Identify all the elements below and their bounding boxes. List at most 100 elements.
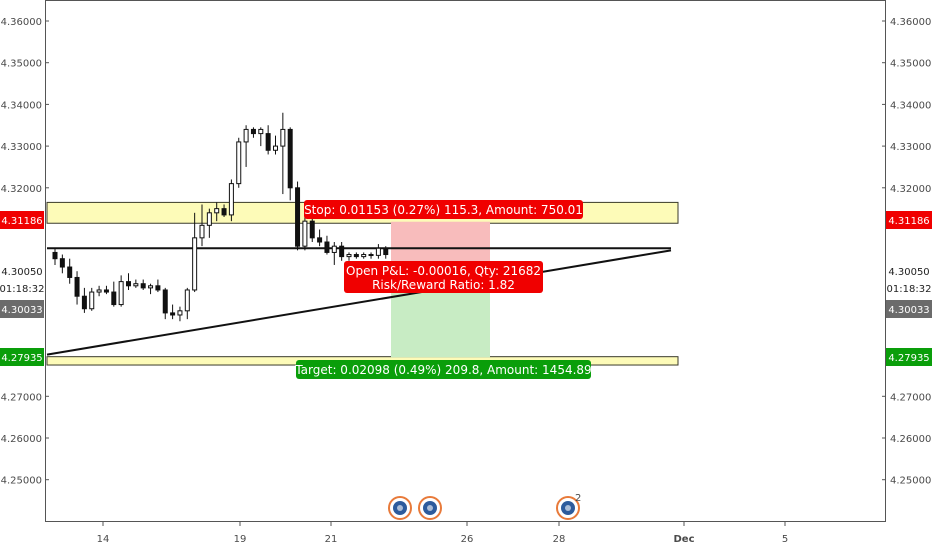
candle-body — [287, 128, 293, 189]
x-tick-label: 19 — [234, 534, 247, 545]
candle-body — [140, 283, 146, 289]
candle-body — [221, 208, 227, 216]
candle-body — [148, 285, 154, 289]
candle-body — [177, 310, 183, 316]
candle-body — [295, 187, 301, 247]
candle-body — [199, 224, 205, 239]
x-tick-label: 5 — [782, 534, 788, 545]
position-labels: Stop: 0.01153 (0.27%) 115.3, Amount: 750… — [294, 200, 592, 379]
candle-body — [361, 254, 367, 258]
entry-price-tag-right — [886, 300, 932, 318]
y-tick-label: 4.25000 — [1, 476, 42, 487]
candle-body — [228, 183, 234, 216]
y-tick-label: 4.25000 — [890, 476, 931, 487]
countdown-right: 01:18:32 — [887, 284, 932, 295]
target-price-left: 4.27935 — [1, 353, 42, 364]
x-tick-label: 28 — [553, 534, 566, 545]
y-tick-label: 4.34000 — [890, 100, 931, 111]
ratio-label: Risk/Reward Ratio: 1.82 — [372, 278, 515, 292]
candle-body — [52, 251, 58, 260]
candle-body — [89, 291, 95, 310]
x-axis: 14 19 21 26 28 Dec 5 — [97, 521, 788, 545]
y-tick-label: 4.33000 — [890, 142, 931, 153]
candle-body — [184, 289, 190, 312]
candle-body — [111, 291, 117, 306]
candle-body — [67, 266, 73, 278]
candle-body — [368, 254, 374, 257]
event-count: 2 — [575, 493, 581, 504]
event-markers[interactable]: 2 — [388, 493, 581, 520]
y-tick-label: 4.27000 — [1, 392, 42, 403]
candle-body — [302, 220, 308, 247]
target-price-tag-right — [886, 348, 932, 366]
flag-icon[interactable]: 2 — [556, 493, 581, 520]
entry-price-left: 4.30033 — [1, 305, 42, 316]
candle-body — [375, 247, 381, 256]
y-axis-left: 4.36000 4.35000 4.34000 4.33000 4.32000 4.270… — [1, 17, 49, 487]
current-price-left: 4.30050 — [1, 267, 42, 278]
target-price-right: 4.27935 — [888, 353, 929, 364]
candle-body — [331, 245, 337, 253]
candle-body — [81, 295, 87, 310]
stop-price-tag-left — [0, 211, 44, 229]
x-tick-label: Dec — [673, 534, 694, 545]
candle-body — [317, 237, 323, 243]
candle-body — [236, 141, 242, 185]
x-tick-label: 21 — [325, 534, 338, 545]
candles — [52, 112, 389, 322]
x-tick-label: 26 — [461, 534, 474, 545]
target-price-tag-left — [0, 348, 44, 366]
candle-body — [206, 212, 212, 226]
candle-body — [96, 289, 102, 293]
y-tick-label: 4.27000 — [890, 392, 931, 403]
target-label-box — [296, 360, 591, 379]
rising-support[interactable] — [46, 249, 672, 356]
y-tick-label: 4.26000 — [890, 434, 931, 445]
candle-body — [170, 312, 176, 316]
y-tick-label: 4.35000 — [890, 59, 931, 70]
candle-body — [280, 128, 286, 147]
x-tick-label: 14 — [97, 534, 110, 545]
entry-price-right: 4.30033 — [888, 305, 929, 316]
y-tick-label: 4.36000 — [890, 17, 931, 28]
candle-body — [59, 258, 65, 268]
stop-price-right: 4.31186 — [888, 216, 929, 227]
candle-body — [155, 285, 161, 291]
stop-label: Stop: 0.01153 (0.27%) 115.3, Amount: 750… — [304, 203, 583, 217]
y-tick-label: 4.32000 — [890, 184, 931, 195]
candle-body — [309, 220, 315, 239]
y-tick-label: 4.33000 — [1, 142, 42, 153]
y-tick-label: 4.36000 — [1, 17, 42, 28]
candle-body — [346, 254, 352, 258]
candle-body — [162, 289, 168, 314]
stop-price-tag-right — [886, 211, 932, 229]
pnl-label-box — [344, 261, 543, 293]
candle-body — [265, 133, 271, 151]
y-tick-label: 4.32000 — [1, 184, 42, 195]
current-price-right: 4.30050 — [888, 267, 929, 278]
y-tick-label: 4.26000 — [1, 434, 42, 445]
candle-body — [214, 208, 220, 214]
stop-label-box — [304, 200, 583, 219]
price-tags: 4.31186 4.31186 4.30050 01:18:32 4.30050… — [0, 211, 932, 366]
countdown-left: 01:18:32 — [0, 284, 44, 295]
candle-body — [324, 241, 330, 253]
trendlines[interactable] — [46, 247, 672, 356]
candle-body — [243, 128, 249, 143]
y-tick-label: 4.34000 — [1, 100, 42, 111]
candle-body — [258, 128, 264, 135]
flag-icon[interactable] — [388, 496, 412, 520]
candle-body — [353, 254, 359, 258]
candle-body — [133, 283, 139, 287]
entry-price-tag-left — [0, 300, 44, 318]
target-label: Target: 0.02098 (0.49%) 209.8, Amount: 1… — [294, 363, 591, 377]
pnl-label: Open P&L: -0.00016, Qty: 21682 — [346, 264, 541, 278]
candle-body — [250, 128, 256, 135]
candle-body — [126, 281, 131, 287]
candle-body — [103, 289, 109, 293]
candle-body — [74, 276, 80, 297]
flag-icon[interactable] — [418, 496, 442, 520]
stop-price-left: 4.31186 — [1, 216, 42, 227]
candle-body — [339, 245, 345, 258]
